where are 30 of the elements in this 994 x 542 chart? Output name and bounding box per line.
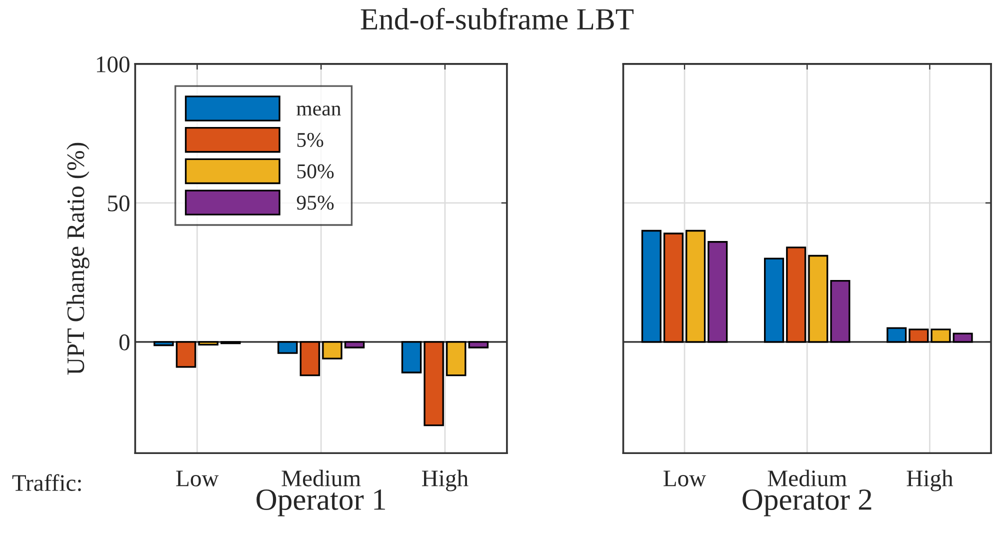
bar — [930, 328, 951, 343]
x-tick-label: High — [422, 470, 468, 492]
x-tick-label: Medium — [282, 470, 361, 486]
x-tick-label: Low — [176, 470, 219, 486]
bar — [641, 230, 662, 343]
text: Traffic: — [12, 474, 81, 492]
y-tick-label: 50 — [108, 195, 130, 212]
bar — [908, 328, 929, 343]
x-axis-title: Operator 2 — [742, 489, 872, 516]
bar — [886, 327, 907, 343]
x-tick-label: Medium — [768, 470, 847, 486]
x-tick-label: Low — [664, 470, 706, 486]
legend-label: 5% — [297, 132, 324, 148]
bar — [952, 332, 973, 343]
bar — [663, 232, 684, 343]
bar — [764, 258, 784, 343]
bar — [808, 254, 828, 343]
y-axis-title: UPT Change Ratio (%) — [66, 142, 90, 375]
chart-title: End-of-subframe LBT — [360, 8, 634, 30]
bar — [686, 230, 706, 343]
legend-label: mean — [296, 106, 341, 116]
legend-label: 95% — [296, 196, 334, 210]
y-tick-label: 100 — [96, 56, 130, 72]
bar — [708, 241, 728, 343]
bar — [786, 246, 806, 343]
legend-label: 50% — [297, 164, 334, 178]
y-tick-label: 0 — [119, 334, 130, 350]
x-axis-title: Operator 1 — [256, 489, 385, 516]
x-tick-label: High — [906, 470, 954, 492]
bar — [830, 280, 850, 343]
